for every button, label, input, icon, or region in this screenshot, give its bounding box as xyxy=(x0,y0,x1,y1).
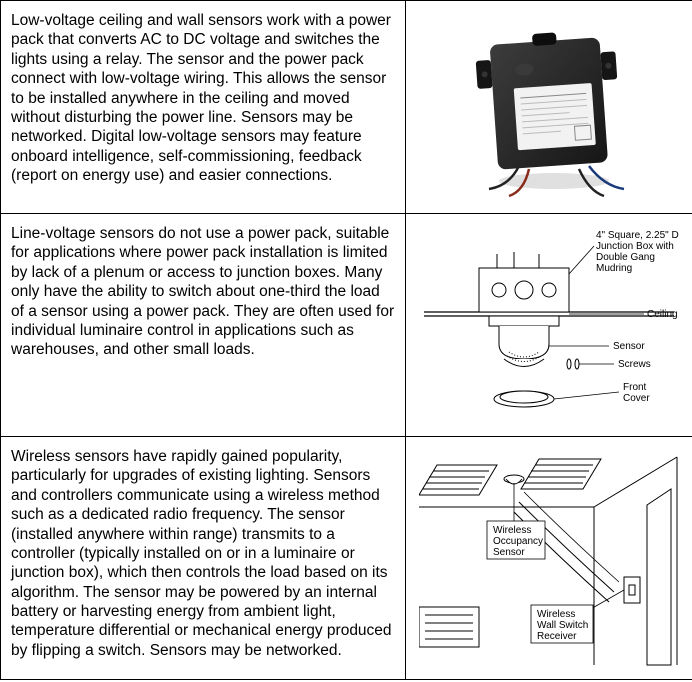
switch-label-l2: Wall Switch xyxy=(537,620,588,631)
switch-label-l3: Receiver xyxy=(537,631,577,642)
switch-label-l1: Wireless xyxy=(537,609,575,620)
occ-label-l2: Occupancy xyxy=(493,536,543,547)
jbox-label-line2: Junction Box with xyxy=(596,241,674,252)
row3-image-cell: Wireless Occupancy Sensor Wireless Wall … xyxy=(406,437,692,680)
jbox-label-line4: Mudring xyxy=(596,263,632,274)
occ-label-l3: Sensor xyxy=(493,547,525,558)
row2-text: Line-voltage sensors do not use a power … xyxy=(1,214,406,437)
occ-label-l1: Wireless xyxy=(493,525,531,536)
table-row: Wireless sensors have rapidly gained pop… xyxy=(1,437,692,680)
table-row: Line-voltage sensors do not use a power … xyxy=(1,214,692,437)
jbox-label-line1: 4" Square, 2.25" Deep* xyxy=(596,230,679,241)
ceiling-label: Ceiling xyxy=(647,309,678,320)
screws-label: Screws xyxy=(618,359,651,370)
cover-label-line2: Cover xyxy=(623,393,650,404)
row2-image-cell: 4" Square, 2.25" Deep* Junction Box with… xyxy=(406,214,692,437)
row3-text: Wireless sensors have rapidly gained pop… xyxy=(1,437,406,680)
table-row: Low-voltage ceiling and wall sensors wor… xyxy=(1,1,692,214)
power-pack-illustration xyxy=(429,11,669,201)
sensor-label: Sensor xyxy=(613,341,645,352)
row1-image-cell xyxy=(406,1,692,214)
wireless-diagram: Wireless Occupancy Sensor Wireless Wall … xyxy=(419,447,679,667)
line-voltage-diagram: 4" Square, 2.25" Deep* Junction Box with… xyxy=(419,224,679,424)
cover-label-line1: Front xyxy=(623,382,647,393)
jbox-label-line3: Double Gang xyxy=(596,252,655,263)
row1-text: Low-voltage ceiling and wall sensors wor… xyxy=(1,1,406,214)
sensor-comparison-table: Low-voltage ceiling and wall sensors wor… xyxy=(0,0,692,680)
